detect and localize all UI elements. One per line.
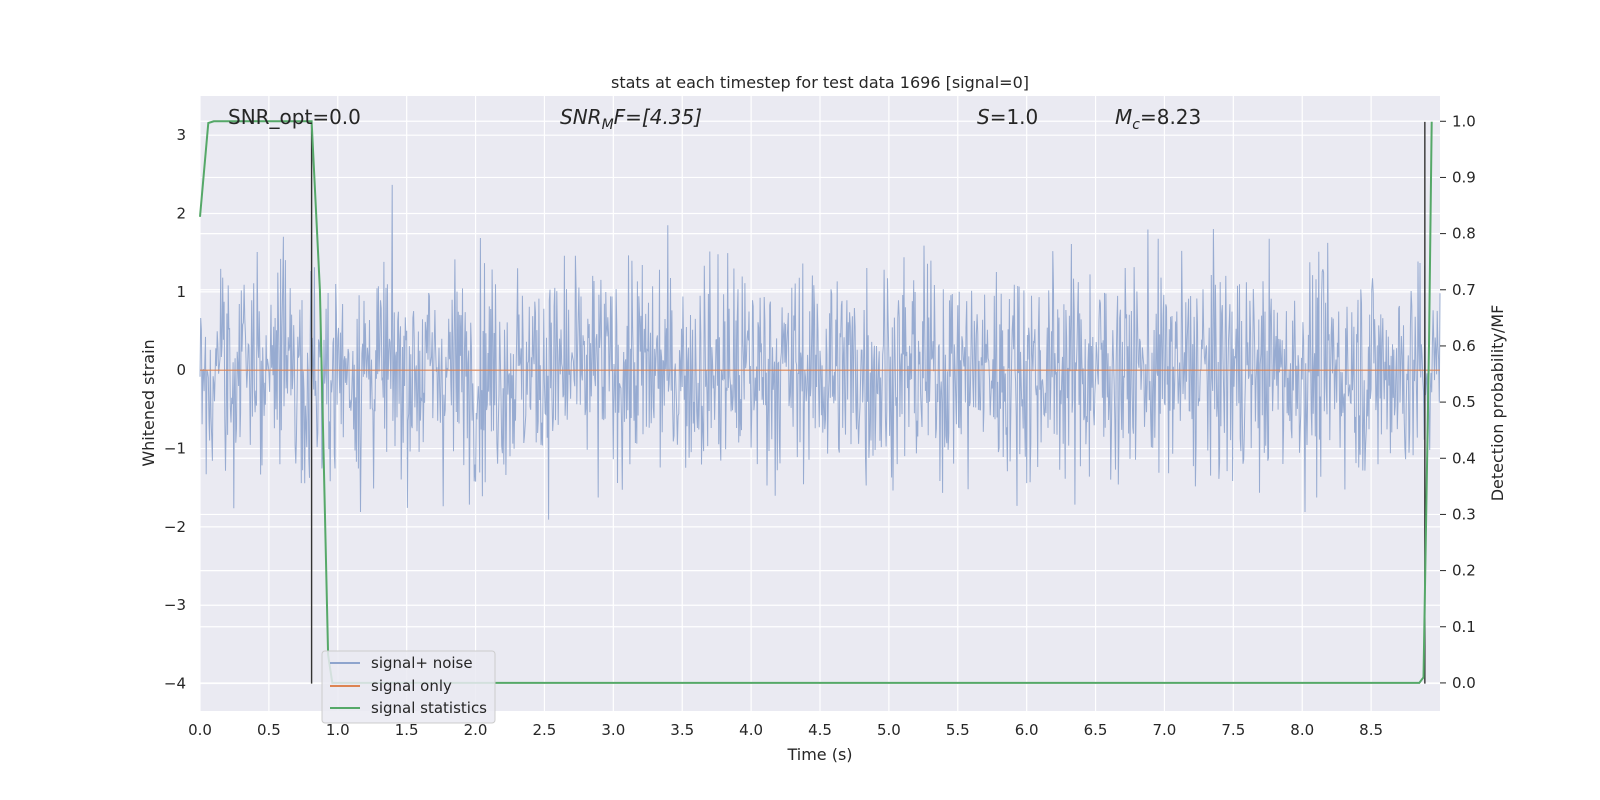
chart-title: stats at each timestep for test data 169… <box>611 73 1029 92</box>
x-tick-label: 6.5 <box>1084 721 1108 739</box>
y-axis-label-right: Detection probability/MF <box>1488 305 1507 502</box>
y-right-tick-label: 0.4 <box>1452 449 1476 467</box>
y-right-tick-label: 0.5 <box>1452 393 1476 411</box>
legend: signal+ noise signal only signal statist… <box>321 650 496 724</box>
legend-box <box>321 650 496 724</box>
y-right-tick-label: 0.0 <box>1452 674 1476 692</box>
annotation-mc-rest: =8.23 <box>1140 105 1201 129</box>
y-left-ticks: 3 2 1 0 −1 −2 −3 −4 <box>164 126 186 692</box>
y-right-tick-label: 0.7 <box>1452 281 1476 299</box>
y-right-ticks: 1.0 0.9 0.8 0.7 0.6 0.5 0.4 0.3 0.2 0.1 0.0 <box>1440 112 1476 692</box>
y-right-tick-label: 0.6 <box>1452 337 1476 355</box>
annotation-mc-base: M <box>1115 105 1132 129</box>
y-left-tick-label: −3 <box>164 596 186 614</box>
y-left-tick-label: −4 <box>164 675 186 693</box>
x-tick-label: 7.0 <box>1153 721 1177 739</box>
x-tick-label: 3.0 <box>601 721 625 739</box>
annotation-snr-mf-base: SNR <box>560 105 602 129</box>
x-axis-label: Time (s) <box>786 745 852 764</box>
legend-label-signal-only: signal only <box>371 677 452 695</box>
x-axis-ticks: 0.0 0.5 1.0 1.5 2.0 2.5 3.0 3.5 4.0 4.5 5.0 5.5 6.0 6… <box>188 721 1383 739</box>
y-left-tick-label: 3 <box>176 126 186 144</box>
annotation-snr-mf-rest: F=[4.35] <box>614 105 702 129</box>
annotation-mc: Mc=8.23 <box>1115 105 1201 133</box>
y-left-tick-label: −1 <box>164 440 186 458</box>
y-left-tick-label: 2 <box>176 205 186 223</box>
x-tick-label: 8.0 <box>1290 721 1314 739</box>
annotation-mc-sub: c <box>1132 117 1140 133</box>
annotation-snr-mf-sub: M <box>602 117 614 133</box>
x-tick-label: 3.5 <box>670 721 694 739</box>
x-tick-label: 1.0 <box>326 721 350 739</box>
annotation-snr-opt: SNR_opt=0.0 <box>228 105 361 129</box>
signal-noise-line <box>199 184 1441 520</box>
annotation-s: S=1.0 <box>977 105 1038 129</box>
x-tick-label: 4.0 <box>739 721 763 739</box>
x-tick-label: 5.0 <box>877 721 901 739</box>
x-tick-label: 2.5 <box>533 721 557 739</box>
y-right-tick-label: 1.0 <box>1452 112 1476 130</box>
noise-series <box>199 184 1441 520</box>
y-right-tick-label: 0.3 <box>1452 505 1476 523</box>
annotation-s-rest: =1.0 <box>990 105 1039 129</box>
x-tick-label: 0.5 <box>257 721 281 739</box>
y-right-tick-label: 0.1 <box>1452 618 1476 636</box>
y-left-tick-label: 0 <box>176 361 186 379</box>
legend-label-signal-noise: signal+ noise <box>371 654 473 672</box>
x-tick-label: 5.5 <box>946 721 970 739</box>
x-tick-label: 1.5 <box>395 721 419 739</box>
x-tick-label: 2.0 <box>464 721 488 739</box>
x-tick-label: 4.5 <box>808 721 832 739</box>
x-tick-label: 8.5 <box>1359 721 1383 739</box>
y-right-tick-label: 0.2 <box>1452 562 1476 580</box>
x-tick-label: 6.0 <box>1015 721 1039 739</box>
legend-label-signal-statistics: signal statistics <box>371 699 487 717</box>
y-right-tick-label: 0.9 <box>1452 168 1476 186</box>
annotation-s-italic: S <box>977 105 990 129</box>
x-tick-label: 0.0 <box>188 721 212 739</box>
annotation-snr-mf: SNRMF=[4.35] <box>560 105 702 133</box>
y-left-tick-label: −2 <box>164 518 186 536</box>
y-left-tick-label: 1 <box>176 283 186 301</box>
y-right-tick-label: 0.8 <box>1452 225 1476 243</box>
y-axis-label-left: Whitened strain <box>139 339 158 466</box>
x-tick-label: 7.5 <box>1221 721 1245 739</box>
